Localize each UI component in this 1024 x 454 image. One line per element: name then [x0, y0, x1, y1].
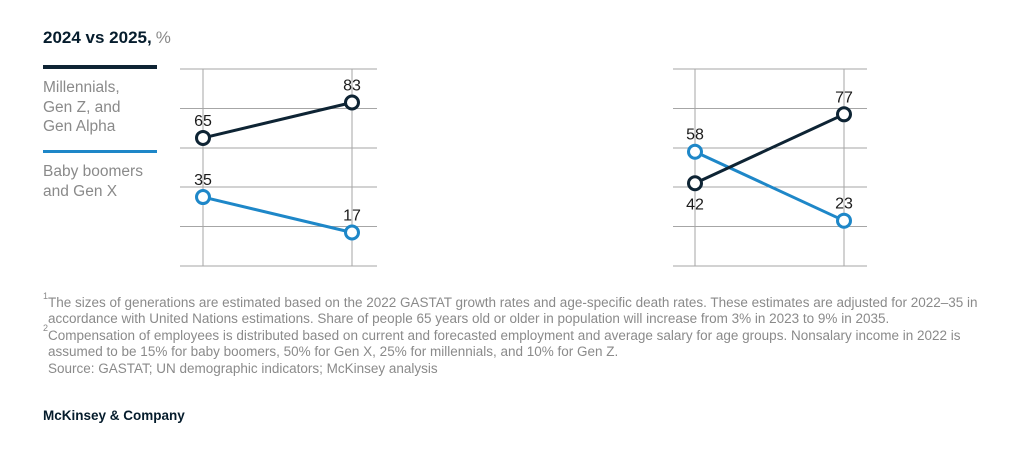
data-point-marker [687, 175, 703, 192]
slope-chart-right: 58 23 42 77 [673, 68, 867, 267]
data-point-marker [195, 189, 211, 206]
data-point-label: 35 [194, 172, 212, 189]
legend-label-line: Gen Alpha [43, 118, 116, 135]
data-point-label: 23 [835, 196, 853, 213]
series-line [694, 150, 845, 223]
legend-label-line: Baby boomers [43, 163, 143, 180]
data-point-label: 58 [686, 127, 704, 144]
legend-item-millennials: Millennials, Gen Z, and Gen Alpha [43, 65, 178, 137]
footnote-2-superscript: 2 [43, 323, 49, 334]
data-point-marker [344, 94, 360, 111]
footnote-1-line-1: 1The sizes of generations are estimated … [43, 290, 978, 310]
company-wordmark: McKinsey & Company [43, 408, 185, 423]
series-line [694, 112, 845, 185]
footnote-1-superscript: 1 [43, 290, 49, 301]
footnotes: 1The sizes of generations are estimated … [43, 290, 978, 377]
slope-chart-left: 35 17 65 83 [180, 68, 377, 267]
legend-label-line: and Gen X [43, 182, 118, 200]
page-title: 2024 vs 2025,% [43, 28, 171, 48]
series-line [202, 195, 353, 234]
legend-label-line: Gen Z, and [43, 98, 121, 116]
footnote-2-line-1: 2Compensation of employees is distribute… [43, 323, 961, 343]
data-point-marker [836, 212, 852, 229]
data-point-marker [836, 106, 852, 123]
legend-swatch-navy [43, 65, 157, 69]
data-point-marker [344, 224, 360, 241]
legend-swatch-blue [43, 150, 157, 153]
legend-label-line: Millennials, [43, 79, 120, 96]
data-point-label: 83 [343, 77, 361, 94]
data-point-label: 77 [835, 89, 853, 106]
source-line: Source: GASTAT; UN demographic indicator… [48, 360, 438, 376]
data-point-label: 42 [686, 196, 704, 213]
legend-item-boomers: Baby boomers and Gen X [43, 150, 178, 201]
page-title-unit: % [155, 28, 171, 47]
page-title-text: 2024 vs 2025, [43, 28, 152, 47]
data-point-label: 17 [343, 208, 361, 225]
series-line [202, 101, 353, 140]
footnote-1-line-2: accordance with United Nations estimatio… [48, 311, 890, 327]
data-point-marker [195, 129, 211, 146]
footnote-2-line-2: assumed to be 15% for baby boomers, 50% … [48, 344, 619, 360]
data-point-marker [687, 143, 703, 160]
data-point-label: 65 [194, 113, 212, 130]
